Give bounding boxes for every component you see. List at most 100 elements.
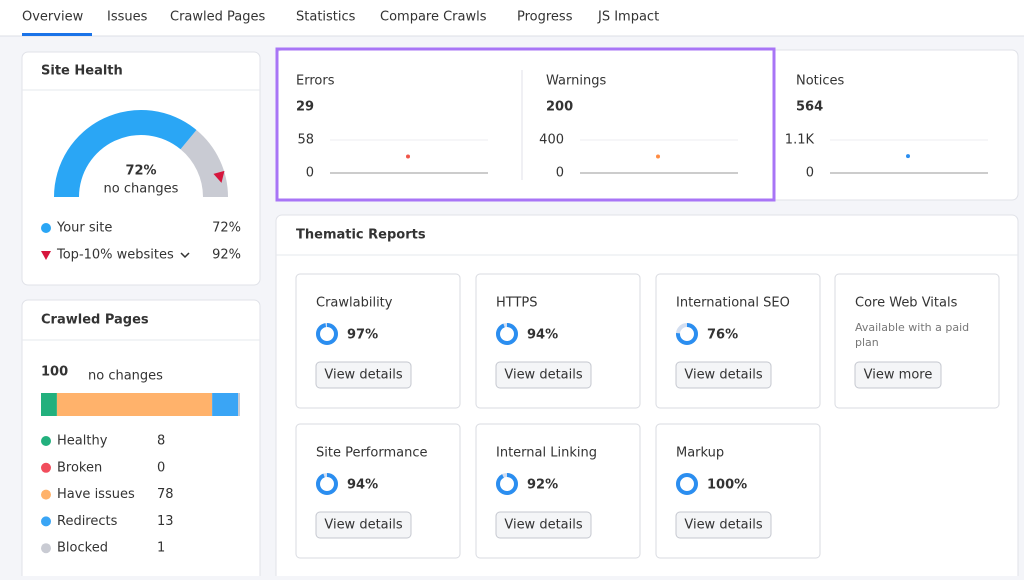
tab[interactable]: Overview [22,10,84,25]
report-title: Site Performance [316,446,427,461]
legend-count: 0 [157,460,165,475]
y-tick-label: 0 [806,166,814,181]
button-label[interactable]: View details [504,368,583,383]
report-title: Crawlability [316,296,393,311]
gauge-note: no changes [104,182,179,197]
crawled-pages-card [21,299,261,580]
legend-count: 78 [157,487,174,502]
report-value: 97% [347,328,378,343]
gauge-value-label: 72% [125,164,156,179]
legend-label: Redirects [57,514,118,529]
gauge-value [54,110,197,197]
button[interactable] [675,511,772,539]
legend-dot [41,543,51,554]
report-value: 94% [347,478,378,493]
report-value: 100% [707,478,747,493]
gauge-track [180,129,228,197]
button[interactable] [675,361,772,389]
button-label[interactable]: View details [684,518,763,533]
issues-card [275,49,1019,201]
tab[interactable]: Issues [107,10,148,25]
highlight-border [275,47,776,202]
legend-label: Have issues [57,487,135,502]
y-tick-label: 0 [306,166,314,181]
button-label[interactable]: View details [504,518,583,533]
legend-label: Your site [56,221,112,236]
ring-value [496,323,518,345]
legend-triangle [41,251,51,260]
legend-label: Broken [57,460,102,475]
issue-value: 29 [296,100,314,115]
legend-dot [41,436,51,446]
legend-value: 92% [212,248,241,263]
ring-value [676,473,698,495]
issue-value: 200 [546,100,573,115]
legend-label: Top-10% websites [56,248,174,263]
issue-label: Notices [796,74,845,89]
trend-dot [906,154,910,159]
trend-dot [406,154,410,159]
button[interactable] [495,511,592,539]
card-title: Thematic Reports [296,228,426,243]
dropdown-chevron[interactable] [180,252,190,259]
total-pages: 100 [41,365,68,380]
report-title: International SEO [676,296,790,311]
button[interactable] [495,361,592,389]
card-title: Site Health [41,64,123,79]
tab[interactable]: Progress [517,10,573,25]
bar-segment [212,393,239,416]
report-title: Core Web Vitals [855,296,958,311]
button[interactable] [315,361,412,389]
legend-count: 13 [157,514,174,529]
legend-label: Healthy [57,434,108,449]
report-description-box: Available with a paid plan [855,321,970,349]
report-description: Available with a paid plan [855,321,970,349]
bar-segment [41,393,57,416]
legend-count: 1 [157,541,165,556]
legend-dot [41,516,51,527]
bar-segment [238,393,240,416]
button-label[interactable]: View details [684,368,763,383]
issue-label: Errors [296,74,335,89]
legend-value: 72% [212,221,241,236]
report-value: 94% [527,328,558,343]
report-title: Internal Linking [496,446,597,461]
report-value: 76% [707,328,738,343]
tab[interactable]: Crawled Pages [170,10,265,25]
site-health-card [21,51,261,286]
bar-segment [56,393,213,416]
legend-label: Blocked [57,541,108,556]
ring-value [316,473,338,495]
button[interactable] [315,511,412,539]
y-tick-label: 0 [556,166,564,181]
button[interactable] [854,361,942,389]
benchmark-marker [213,170,225,183]
trend-dot [656,154,660,159]
ring-value [316,323,338,345]
issue-value: 564 [796,100,823,115]
legend-dot [41,462,51,473]
thematic-card [275,214,1019,580]
total-note: no changes [88,369,163,384]
y-tick-label: 400 [539,133,564,148]
report-value: 92% [527,478,558,493]
button-label[interactable]: View details [324,518,403,533]
ring-value [496,473,518,495]
y-tick-label: 1.1K [785,133,815,148]
tab[interactable]: Statistics [296,10,356,25]
tab-underline [22,33,92,36]
issue-label: Warnings [546,74,606,89]
y-tick-label: 58 [297,133,314,148]
card-title: Crawled Pages [41,313,149,328]
tab[interactable]: JS Impact [597,10,659,25]
report-title: HTTPS [496,296,538,311]
legend-count: 8 [157,434,165,449]
ring-value [676,323,698,345]
report-title: Markup [676,446,724,461]
button-label[interactable]: View details [324,368,403,383]
legend-dot [41,489,51,500]
legend-dot [41,223,51,233]
button-label[interactable]: View more [864,368,933,383]
tab[interactable]: Compare Crawls [380,10,487,25]
